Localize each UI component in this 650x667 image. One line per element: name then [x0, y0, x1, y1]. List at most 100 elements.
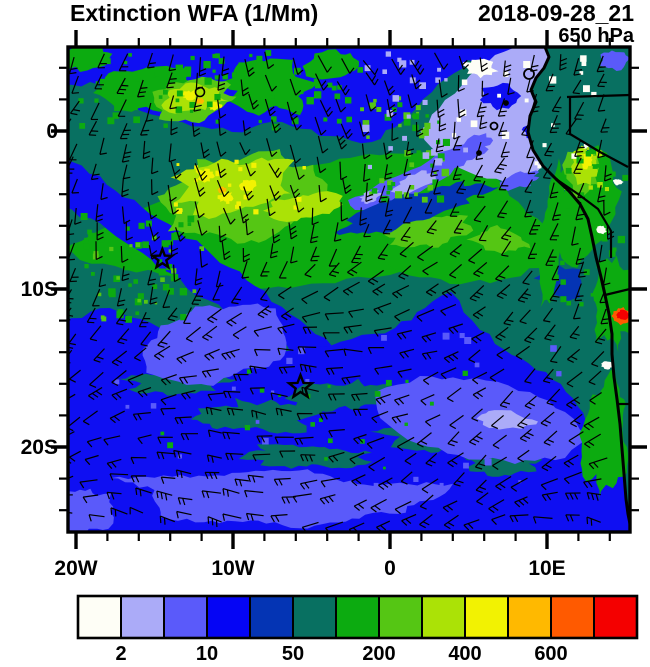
wind-barb — [371, 410, 389, 424]
wind-barb — [476, 180, 486, 198]
wind-barb — [606, 225, 615, 240]
wind-barb — [290, 246, 298, 264]
wind-barb — [198, 57, 207, 77]
wind-barb — [99, 137, 107, 155]
wind-barb — [271, 119, 282, 134]
wind-barb — [424, 198, 433, 214]
wind-barb — [212, 282, 222, 301]
wind-barb — [122, 164, 131, 180]
wind-barb — [415, 121, 424, 137]
wind-barb — [316, 156, 327, 174]
wind-barb — [491, 414, 504, 430]
wind-barb — [204, 471, 220, 480]
wind-barb — [498, 121, 508, 137]
wind-barb — [317, 135, 329, 154]
wind-barb — [239, 142, 251, 156]
wind-barb — [377, 243, 389, 260]
wind-barb — [251, 409, 267, 419]
wind-barb — [314, 73, 329, 91]
wind-barb — [145, 102, 154, 122]
wind-barb — [341, 375, 361, 385]
wind-barb — [443, 514, 459, 530]
wind-barb — [456, 179, 466, 195]
wind-barb — [384, 198, 394, 217]
field-region — [68, 47, 630, 144]
wind-barb — [94, 74, 104, 90]
field-region — [68, 488, 114, 532]
wind-barb — [174, 416, 192, 425]
wind-barb — [328, 451, 345, 463]
wind-barb — [515, 345, 530, 360]
wind-barb — [438, 79, 448, 98]
wind-barb — [370, 498, 387, 513]
wind-barb — [230, 286, 243, 305]
country-border — [555, 178, 613, 258]
wind-barb — [93, 348, 105, 363]
wind-barb — [577, 182, 585, 199]
wind-barb — [378, 185, 388, 203]
wind-barb — [565, 514, 580, 522]
wind-barb — [245, 162, 256, 177]
island — [489, 121, 499, 131]
wind-barb — [524, 327, 538, 344]
wind-barb — [222, 207, 236, 225]
wind-barb — [510, 477, 528, 492]
plot-title: Extinction WFA (1/Mm) — [70, 0, 319, 26]
wind-barb — [142, 140, 151, 160]
wind-barb — [201, 490, 221, 499]
wind-barb — [68, 494, 73, 496]
country-border — [568, 97, 629, 168]
colorbar-cell — [335, 595, 380, 639]
colorbar-cell — [249, 595, 294, 639]
wind-barb — [541, 491, 558, 502]
wind-barb — [348, 308, 364, 318]
wind-barb — [488, 499, 505, 514]
wind-barb — [517, 449, 530, 463]
graticule-ticks — [51, 30, 647, 549]
wind-barb — [383, 142, 393, 160]
wind-barb — [549, 182, 559, 199]
x-axis-label: 0 — [384, 557, 396, 580]
wind-barb — [457, 75, 465, 92]
colorbar-cell — [421, 595, 466, 639]
wind-barb — [421, 332, 437, 343]
wind-barb — [479, 115, 488, 130]
wind-barb — [324, 348, 344, 358]
field-region — [499, 170, 540, 191]
wind-barb — [594, 328, 607, 345]
colorbar-cell — [550, 595, 595, 639]
wind-barb — [137, 79, 148, 98]
field-region — [601, 361, 614, 370]
wind-barb — [89, 325, 102, 342]
wind-barb — [121, 266, 130, 282]
wind-barb — [90, 163, 100, 181]
wind-barb — [351, 245, 363, 264]
wind-barb — [266, 138, 278, 157]
star-marker — [285, 371, 316, 400]
wind-barb — [204, 348, 220, 361]
wind-barb — [243, 186, 254, 201]
wind-barb — [289, 144, 302, 164]
star-markers — [149, 245, 316, 400]
wind-barb — [604, 165, 612, 182]
wind-barb — [160, 394, 177, 406]
wind-barb — [402, 206, 413, 224]
wind-barb — [256, 435, 273, 443]
wind-barb — [215, 270, 224, 288]
wind-barb — [475, 479, 487, 494]
wind-barb — [156, 490, 173, 501]
wind-barb — [157, 330, 171, 348]
wind-barb — [400, 226, 411, 242]
wind-barb — [446, 387, 462, 403]
wind-barb — [217, 74, 226, 91]
wind-barb — [407, 94, 418, 109]
wind-barb — [366, 436, 385, 450]
wind-barb — [394, 500, 412, 515]
wind-barb — [589, 392, 602, 405]
wind-barb — [540, 478, 559, 491]
wind-barb — [573, 157, 583, 174]
wind-barb — [472, 387, 487, 400]
wind-barb — [173, 264, 181, 283]
wind-barb — [586, 516, 601, 526]
